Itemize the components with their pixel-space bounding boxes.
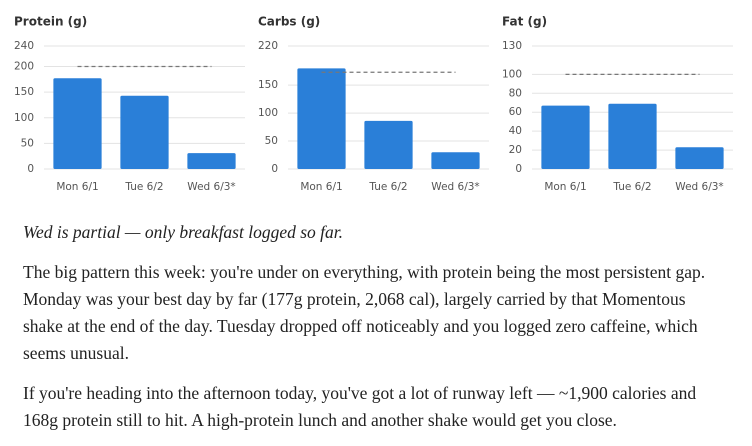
y-tick-label: 100 <box>14 112 34 124</box>
bar <box>675 147 724 169</box>
chart-title: Protein (g) <box>14 15 87 29</box>
x-tick-label: Mon 6/1 <box>300 181 342 193</box>
x-tick-label: Mon 6/1 <box>544 181 586 193</box>
x-tick-label: Wed 6/3* <box>431 181 479 193</box>
y-tick-label: 0 <box>271 163 278 175</box>
y-tick-label: 80 <box>509 87 522 99</box>
y-tick-label: 20 <box>509 144 522 156</box>
chart-title: Fat (g) <box>502 15 547 29</box>
y-tick-label: 240 <box>14 40 34 52</box>
y-tick-label: 220 <box>258 40 278 52</box>
bar <box>541 105 590 169</box>
x-tick-label: Tue 6/2 <box>368 181 407 193</box>
bar <box>187 153 236 169</box>
y-tick-label: 100 <box>502 68 522 80</box>
y-tick-label: 200 <box>14 61 34 73</box>
y-tick-label: 150 <box>258 79 278 91</box>
paragraph: If you're heading into the afternoon tod… <box>23 383 697 430</box>
paragraph: The big pattern this week: you're under … <box>23 262 706 363</box>
y-tick-label: 100 <box>258 107 278 119</box>
bar <box>120 95 169 169</box>
x-tick-label: Mon 6/1 <box>56 181 98 193</box>
y-tick-label: 150 <box>14 86 34 98</box>
x-tick-label: Tue 6/2 <box>612 181 651 193</box>
y-tick-label: 0 <box>515 163 522 175</box>
y-tick-label: 130 <box>502 40 522 52</box>
bar <box>431 152 480 169</box>
x-tick-label: Wed 6/3* <box>675 181 723 193</box>
y-tick-label: 50 <box>21 137 34 149</box>
chart-title: Carbs (g) <box>258 15 320 29</box>
y-tick-label: 60 <box>509 106 522 118</box>
x-tick-label: Tue 6/2 <box>124 181 163 193</box>
bar <box>53 78 102 169</box>
bar <box>364 120 413 169</box>
bar <box>608 103 657 169</box>
bar <box>297 68 346 169</box>
y-tick-label: 40 <box>509 125 522 137</box>
y-tick-label: 50 <box>265 135 278 147</box>
note: Wed is partial — only breakfast logged s… <box>23 222 344 242</box>
y-tick-label: 0 <box>27 163 34 175</box>
x-tick-label: Wed 6/3* <box>187 181 235 193</box>
